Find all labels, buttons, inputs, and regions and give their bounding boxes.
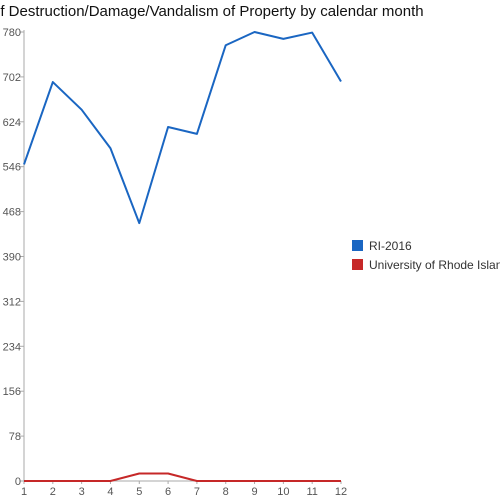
x-tick-label: 6 (165, 486, 171, 498)
legend-swatch (352, 240, 363, 251)
y-tick-label: 78 (9, 431, 21, 443)
x-tick-label: 2 (50, 486, 56, 498)
series-line-2 (24, 472, 341, 482)
x-tick-label: 11 (306, 486, 317, 498)
y-tick-label: 390 (3, 252, 21, 264)
x-tick-label: 10 (277, 486, 289, 498)
y-tick-label: 702 (3, 72, 21, 84)
y-tick-label: 234 (3, 341, 21, 353)
series-lines (23, 31, 342, 482)
legend-swatch (352, 259, 363, 270)
x-tick-label: 5 (136, 486, 142, 498)
y-tick-label: 0 (15, 476, 21, 488)
y-tick-label: 546 (3, 162, 21, 174)
x-tick-label: 4 (107, 486, 113, 498)
legend-label: University of Rhode Island (369, 258, 500, 272)
series-line-1 (23, 31, 342, 225)
legend-label: RI-2016 (369, 239, 412, 253)
y-tick-label: 156 (3, 386, 21, 398)
x-tick-label: 1 (21, 486, 27, 498)
legend: RI-2016 University of Rhode Island (352, 239, 500, 272)
x-tick-label: 3 (79, 486, 85, 498)
x-tick-label: 7 (194, 486, 200, 498)
chart-title: of Destruction/Damage/Vandalism of Prope… (0, 3, 424, 20)
y-tick-label: 468 (3, 207, 21, 219)
y-tick-label: 780 (3, 27, 21, 39)
x-tick-label: 12 (335, 486, 347, 498)
x-tick-label: 9 (251, 486, 257, 498)
y-tick-label: 312 (3, 296, 21, 308)
y-tick-label: 624 (3, 117, 21, 129)
x-tick-label: 8 (223, 486, 229, 498)
